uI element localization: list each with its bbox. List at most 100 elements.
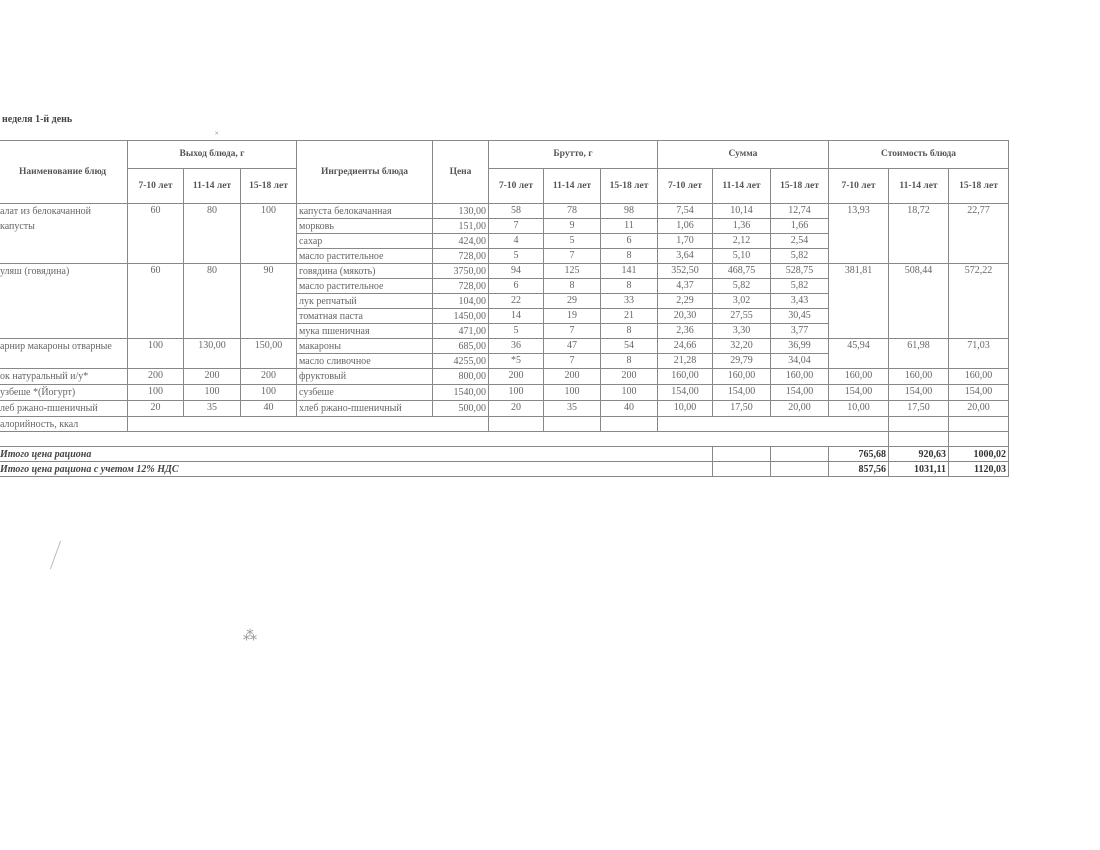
brutto-value: 100	[543, 384, 601, 401]
sum-value: 3,64	[657, 248, 713, 264]
brutto-value: 58	[488, 203, 544, 219]
dish-output: 80	[183, 263, 241, 339]
dish-name: алат из белокачанной капусты	[0, 203, 128, 264]
ingredient-name: масло растительное	[296, 278, 433, 294]
empty-cell	[543, 416, 601, 432]
sum-value: 1,36	[712, 218, 771, 234]
sum-value: 30,45	[770, 308, 829, 324]
sum-value: 32,20	[712, 338, 771, 354]
ingredient-name: лук репчатый	[296, 293, 433, 309]
ingredient-name: сузбеше	[296, 384, 433, 401]
ingredient-price: 685,00	[432, 338, 489, 354]
sum-value: 5,82	[770, 248, 829, 264]
brutto-value: 8	[600, 248, 658, 264]
sum-value: 29,79	[712, 353, 771, 369]
ingredient-name: томатная паста	[296, 308, 433, 324]
total-label: Итого цена рациона с учетом 12% НДС	[0, 461, 713, 477]
total-label: Итого цена рациона	[0, 446, 713, 462]
sum-value: 10,00	[657, 400, 713, 417]
dish-cost: 22,77	[948, 203, 1009, 264]
dish-cost: 61,98	[888, 338, 949, 369]
ingredient-price: 471,00	[432, 323, 489, 339]
sum-value: 34,04	[770, 353, 829, 369]
dish-output: 200	[127, 368, 184, 385]
scan-mark: ˟	[215, 130, 219, 140]
sum-value: 12,74	[770, 203, 829, 219]
age-group-header: 7-10 лет	[488, 168, 544, 204]
ingredient-name: масло сливочное	[296, 353, 433, 369]
brutto-value: 47	[543, 338, 601, 354]
empty-cell	[127, 416, 489, 432]
dish-cost: 154,00	[888, 384, 949, 401]
age-group-header: 11-14 лет	[543, 168, 601, 204]
sum-value: 528,75	[770, 263, 829, 279]
empty-cell	[600, 416, 658, 432]
total-value: 1031,11	[888, 461, 949, 477]
ingredient-price: 3750,00	[432, 263, 489, 279]
table-row: ок натуральный и/у* 200 200 200 фруктовый 800…	[0, 368, 1009, 385]
brutto-value: 54	[600, 338, 658, 354]
sum-value: 2,12	[712, 233, 771, 249]
dish-cost: 160,00	[828, 368, 889, 385]
brutto-value: 94	[488, 263, 544, 279]
brutto-value: 20	[488, 400, 544, 417]
sum-value: 160,00	[712, 368, 771, 385]
brutto-value: 8	[600, 353, 658, 369]
brutto-value: *5	[488, 353, 544, 369]
empty-cell	[770, 446, 829, 462]
total-value: 1120,03	[948, 461, 1009, 477]
dish-cost: 20,00	[948, 400, 1009, 417]
brutto-value: 36	[488, 338, 544, 354]
dish-cost: 154,00	[828, 384, 889, 401]
total-value: 920,63	[888, 446, 949, 462]
total-value: 857,56	[828, 461, 889, 477]
brutto-value: 19	[543, 308, 601, 324]
dish-output: 40	[240, 400, 297, 417]
table-row: лeб ржано-пшеничный 20 35 40 хлеб ржано-пшен…	[0, 400, 1009, 417]
dish-cost: 154,00	[948, 384, 1009, 401]
ingredient-price: 500,00	[432, 400, 489, 417]
age-group-header: 7-10 лет	[127, 168, 184, 204]
sum-value: 160,00	[770, 368, 829, 385]
empty-cell	[888, 431, 949, 447]
table-row: морковь 151,00 7 9 11 1,06 1,36 1,66	[0, 218, 1009, 234]
dish-name: арнир макароны отварные	[0, 338, 128, 369]
sum-value: 3,02	[712, 293, 771, 309]
brutto-value: 11	[600, 218, 658, 234]
sum-value: 154,00	[770, 384, 829, 401]
dish-cost: 10,00	[828, 400, 889, 417]
sum-value: 1,66	[770, 218, 829, 234]
header-sum: Сумма	[657, 140, 829, 169]
dish-output: 150,00	[240, 338, 297, 369]
ingredient-price: 424,00	[432, 233, 489, 249]
sum-value: 2,54	[770, 233, 829, 249]
table-row: лук репчатый 104,00 22 29 33 2,29 3,02 3,43	[0, 293, 1009, 309]
age-group-header: 11-14 лет	[712, 168, 771, 204]
sum-value: 160,00	[657, 368, 713, 385]
page-title: неделя 1-й день	[2, 114, 73, 125]
sum-value: 10,14	[712, 203, 771, 219]
calories-row: алорийность, ккал	[0, 416, 1009, 432]
age-group-header: 11-14 лет	[183, 168, 241, 204]
empty-cell	[488, 416, 544, 432]
dish-cost: 17,50	[888, 400, 949, 417]
dish-name: уляш (говядина)	[0, 263, 128, 339]
header-output: Выход блюда, г	[127, 140, 297, 169]
dish-output: 100	[240, 384, 297, 401]
dish-output: 80	[183, 203, 241, 264]
total-value: 765,68	[828, 446, 889, 462]
sum-value: 154,00	[657, 384, 713, 401]
ingredient-name: капуста белокачанная	[296, 203, 433, 219]
ingredient-price: 104,00	[432, 293, 489, 309]
dish-name: ок натуральный и/у*	[0, 368, 128, 385]
sum-value: 5,82	[770, 278, 829, 294]
sum-value: 20,00	[770, 400, 829, 417]
dish-output: 90	[240, 263, 297, 339]
empty-cell	[712, 446, 771, 462]
brutto-value: 8	[543, 278, 601, 294]
brutto-value: 9	[543, 218, 601, 234]
sum-value: 27,55	[712, 308, 771, 324]
total-row: Итого цена рациона с учетом 12% НДС 857,5…	[0, 461, 1009, 477]
age-group-header: 11-14 лет	[888, 168, 949, 204]
brutto-value: 8	[600, 278, 658, 294]
